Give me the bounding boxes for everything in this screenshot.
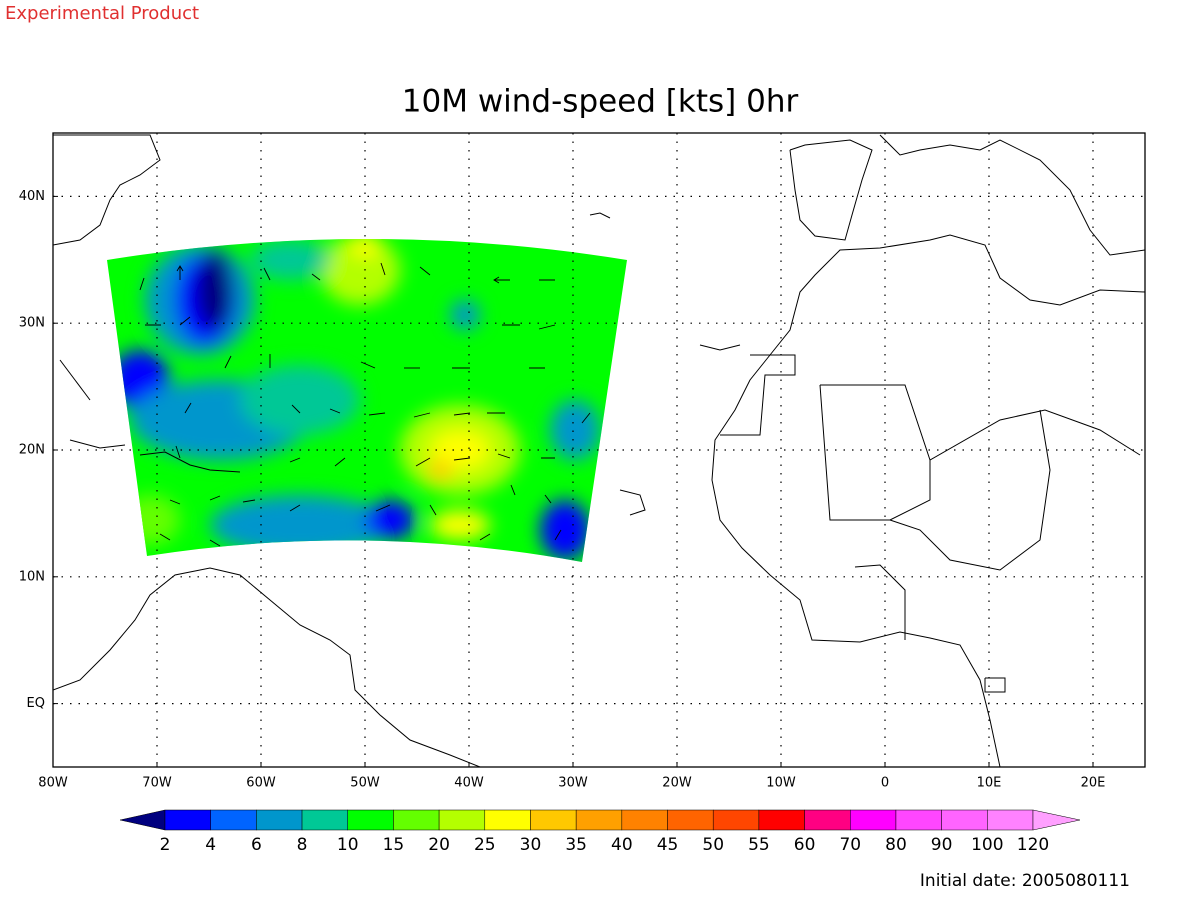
colorbar-cell (301, 809, 348, 831)
y-tick-label: 10N (19, 569, 45, 584)
x-tick-label: 40W (454, 776, 484, 791)
x-tick-label: 20W (662, 776, 692, 791)
colorbar-over (1032, 809, 1081, 831)
colorbar: 2 4 6 8 10 15 20 25 30 35 40 45 50 55 60 70 80 90 100 120 (119, 809, 1081, 855)
colorbar-label: 100 (971, 835, 1003, 855)
x-tick-label: 0 (881, 776, 889, 791)
colorbar-cell (575, 809, 623, 831)
x-tick-label: 30W (558, 776, 588, 791)
x-tick-label: 80W (38, 776, 68, 791)
colorbar-label: 120 (1017, 835, 1049, 855)
colorbar-label: 60 (794, 835, 816, 855)
colorbar-cell (530, 809, 577, 831)
colorbar-cell (987, 809, 1034, 831)
colorbar-cell (210, 809, 257, 831)
colorbar-cell (484, 809, 531, 831)
colorbar-cell (758, 809, 805, 831)
y-tick-label: 40N (19, 189, 45, 204)
x-tick-label: 10W (766, 776, 796, 791)
x-tick-label: 70W (142, 776, 172, 791)
colorbar-cell (941, 809, 988, 831)
colorbar-cell (804, 809, 851, 831)
colorbar-cell (712, 809, 760, 831)
header-note: Experimental Product (5, 3, 199, 24)
colorbar-label: 50 (702, 835, 724, 855)
colorbar-under (119, 809, 166, 831)
grid (53, 133, 1145, 767)
colorbar-label: 8 (297, 835, 308, 855)
colorbar-label: 90 (931, 835, 953, 855)
colorbar-cell (850, 809, 897, 831)
wind-field (107, 239, 627, 562)
initial-date: Initial date: 2005080111 (920, 871, 1130, 891)
coastlines (53, 134, 1145, 767)
colorbar-cell (164, 809, 211, 831)
x-tick-label: 20E (1081, 776, 1106, 791)
colorbar-label: 10 (337, 835, 359, 855)
colorbar-label: 80 (885, 835, 907, 855)
colorbar-label: 2 (160, 835, 171, 855)
x-tick-label: 10E (977, 776, 1002, 791)
y-tick-label: EQ (27, 696, 45, 711)
colorbar-label: 30 (520, 835, 542, 855)
map-title: 10M wind-speed [kts] 0hr (402, 84, 799, 120)
colorbar-label: 55 (748, 835, 770, 855)
colorbar-label: 40 (611, 835, 633, 855)
x-tick-label: 50W (350, 776, 380, 791)
colorbar-cell (895, 809, 942, 831)
colorbar-cell (256, 809, 303, 831)
colorbar-cell (621, 809, 668, 831)
colorbar-label: 15 (383, 835, 405, 855)
y-tick-label: 30N (19, 316, 45, 331)
colorbar-cell (393, 809, 440, 831)
colorbar-label: 70 (839, 835, 861, 855)
colorbar-label: 25 (474, 835, 496, 855)
colorbar-label: 45 (657, 835, 679, 855)
colorbar-label: 35 (565, 835, 587, 855)
colorbar-cell (438, 809, 486, 831)
colorbar-label: 4 (205, 835, 216, 855)
y-tick-label: 20N (19, 443, 45, 458)
colorbar-cell (347, 809, 394, 831)
colorbar-label: 20 (428, 835, 450, 855)
colorbar-cell (667, 809, 714, 831)
colorbar-label: 6 (251, 835, 262, 855)
x-tick-label: 60W (246, 776, 276, 791)
